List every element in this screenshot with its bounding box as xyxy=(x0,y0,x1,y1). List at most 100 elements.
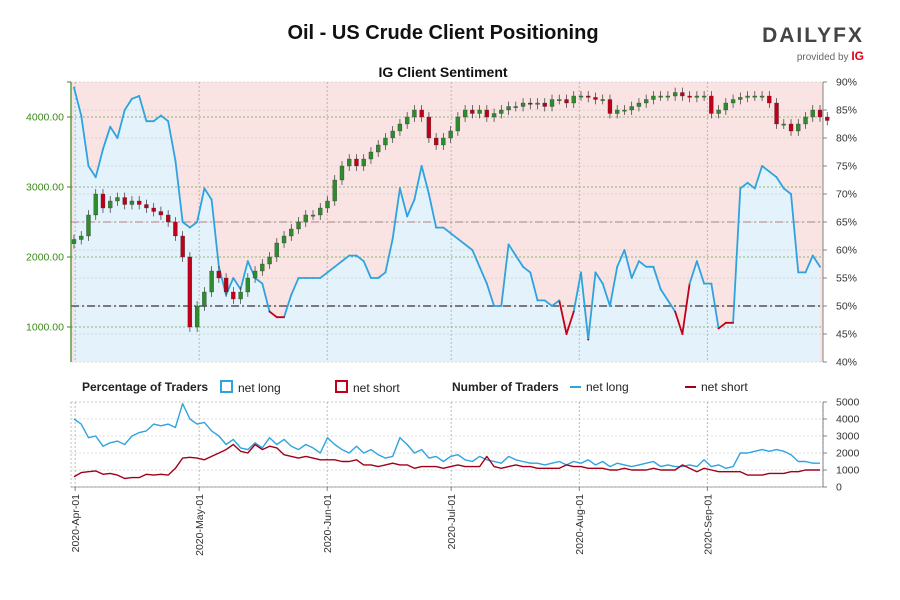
sentiment-segment xyxy=(384,237,394,274)
sentiment-point xyxy=(790,193,792,195)
candle-body xyxy=(137,200,142,205)
sentiment-segment xyxy=(355,254,365,263)
candle-body xyxy=(433,137,439,146)
candle-body xyxy=(658,95,663,98)
sentiment-point xyxy=(522,265,524,268)
sentiment-point xyxy=(210,198,213,201)
price-tick-label: 4000.00 xyxy=(26,112,64,124)
price-tick-label: 3000.00 xyxy=(26,182,64,194)
sentiment-point xyxy=(196,221,199,223)
sentiment-point xyxy=(391,237,394,240)
candle-body xyxy=(651,95,656,100)
sentiment-point xyxy=(312,277,314,279)
count-tick-label: 5000 xyxy=(836,397,860,409)
candle-body xyxy=(694,95,700,98)
candle-body xyxy=(759,95,765,98)
sentiment-segment xyxy=(442,226,452,235)
candle-body xyxy=(144,204,149,209)
sentiment-segment xyxy=(522,265,532,274)
sentiment-point xyxy=(297,277,300,279)
sentiment-segment xyxy=(261,282,271,313)
net-long-swatch-icon xyxy=(220,380,233,393)
sentiment-point xyxy=(442,226,445,229)
sentiment-segment xyxy=(80,114,90,167)
sentiment-point xyxy=(551,305,553,307)
sentiment-point xyxy=(399,187,401,190)
candle-body xyxy=(108,200,113,209)
candle-body xyxy=(462,109,468,118)
sentiment-segment xyxy=(710,282,720,330)
sentiment-point xyxy=(753,187,756,190)
candle-body xyxy=(513,106,518,108)
sentiment-point xyxy=(333,265,336,268)
sentiment-segment xyxy=(427,193,438,229)
candle-body xyxy=(405,116,410,125)
candle-body xyxy=(122,197,127,205)
candle-body xyxy=(419,109,424,118)
sentiment-point xyxy=(580,271,582,274)
sentiment-segment xyxy=(739,181,749,190)
candle-body xyxy=(173,221,178,237)
net-long-line-icon xyxy=(570,386,581,388)
trader-count-panel: 0 1000 2000 3000 4000 5000 xyxy=(70,397,860,494)
candle-body xyxy=(79,235,84,240)
sentiment-segment xyxy=(652,265,662,291)
sentiment-segment xyxy=(232,277,242,291)
sentiment-segment xyxy=(160,114,170,123)
candle-body xyxy=(571,95,576,104)
candle-body xyxy=(216,270,222,279)
candle-body xyxy=(166,214,171,223)
sentiment-point xyxy=(703,282,706,285)
candle-body xyxy=(129,200,135,205)
sentiment-point xyxy=(797,271,800,274)
sentiment-point xyxy=(630,277,633,279)
sentiment-segment xyxy=(471,249,481,268)
candle-body xyxy=(781,123,786,126)
date-axis: 2020-Apr-01 2020-May-01 2020-Jun-01 2020-Ju… xyxy=(70,486,823,556)
count-tick-label: 1000 xyxy=(836,465,860,477)
candle-body xyxy=(281,235,287,244)
sentiment-segment xyxy=(790,193,800,274)
sentiment-segment xyxy=(362,260,372,279)
sentiment-point xyxy=(746,181,749,184)
sentiment-segment xyxy=(616,249,626,268)
sentiment-segment xyxy=(768,170,778,179)
candle-body xyxy=(470,109,475,114)
candle-body xyxy=(187,256,193,328)
candle-body xyxy=(665,95,671,98)
candle-body xyxy=(716,109,721,114)
sentiment-segment xyxy=(572,271,582,313)
sentiment-point xyxy=(565,333,568,335)
sentiment-point xyxy=(261,282,264,285)
candle-body xyxy=(622,109,627,112)
candle-body xyxy=(115,197,120,202)
sentiment-segment xyxy=(391,187,401,240)
sentiment-point xyxy=(232,277,235,279)
sentiment-point xyxy=(362,260,365,263)
date-tick-label: 2020-Apr-01 xyxy=(70,494,82,553)
sentiment-point xyxy=(732,321,734,324)
candle-body xyxy=(709,95,714,114)
sentiment-segment xyxy=(377,271,387,279)
sentiment-point xyxy=(688,282,691,285)
candle-body xyxy=(303,214,308,223)
percent-tick-label: 55% xyxy=(836,273,857,285)
sentiment-point xyxy=(181,221,184,223)
candle-body xyxy=(745,95,750,98)
sentiment-point xyxy=(427,193,430,195)
candle-body xyxy=(202,291,207,307)
sentiment-segment xyxy=(326,265,336,274)
sentiment-point xyxy=(514,254,517,257)
sentiment-segment xyxy=(254,277,264,285)
candle-body xyxy=(332,179,337,202)
sentiment-point xyxy=(493,305,495,307)
sentiment-point xyxy=(73,86,75,89)
candle-body xyxy=(180,235,185,258)
candle-body xyxy=(209,270,214,293)
candle-body xyxy=(767,95,772,104)
candle-body xyxy=(535,102,540,105)
candle-body xyxy=(361,158,366,167)
sentiment-point xyxy=(319,277,322,279)
sentiment-point xyxy=(413,198,416,201)
candle-body xyxy=(267,256,272,265)
